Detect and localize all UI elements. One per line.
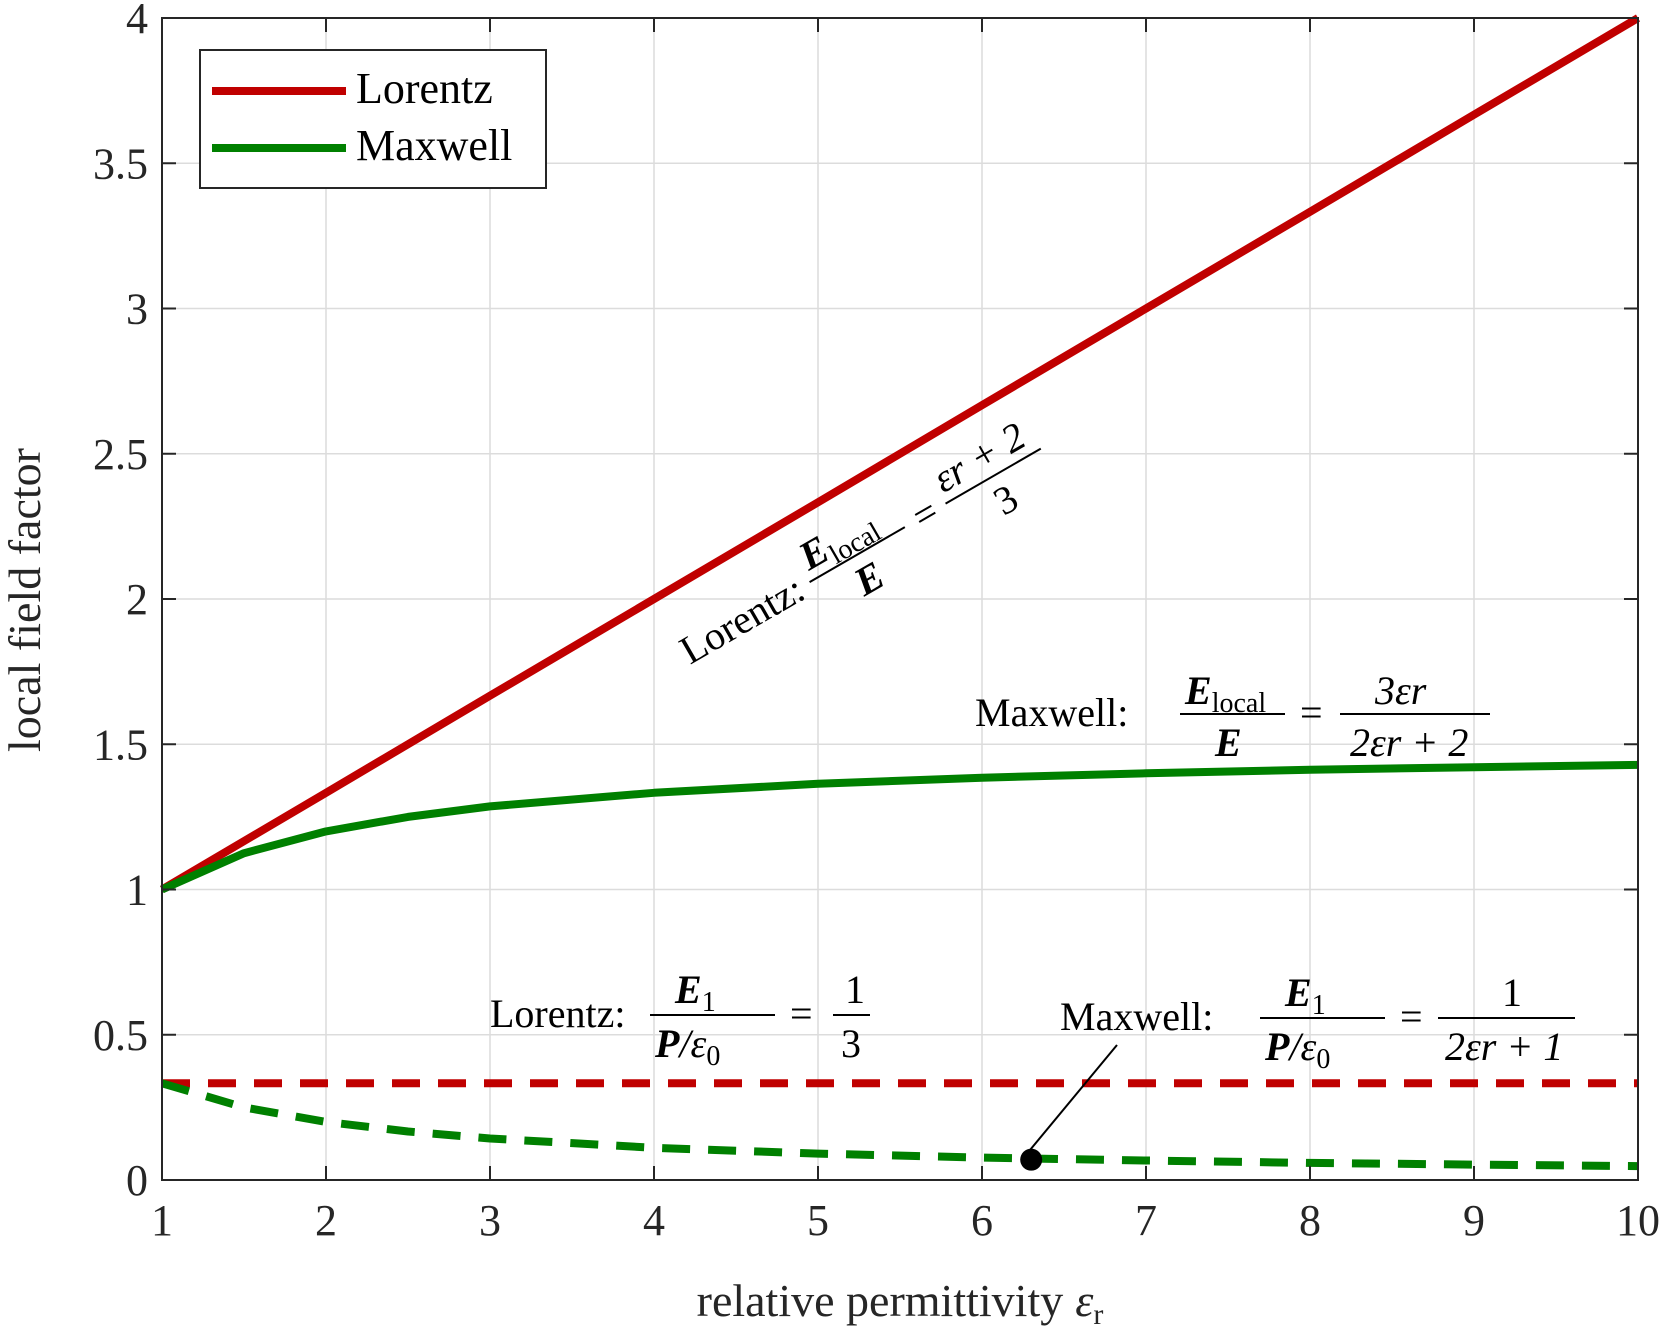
num-main: E [674, 967, 702, 1012]
den-sub: 0 [1316, 1044, 1330, 1075]
legend-label-maxwell: Maxwell [356, 121, 512, 170]
series-line-3 [160, 1079, 1639, 1171]
den-rest: /ε [677, 1021, 706, 1066]
annotation-maxwell-field-prefix: Maxwell: [1060, 994, 1213, 1039]
y-tick-label: 1.5 [93, 720, 148, 769]
den-main: P [654, 1021, 680, 1066]
den-main: P [1264, 1024, 1290, 1069]
y-tick-label: 0 [126, 1156, 148, 1205]
y-tick-label: 3.5 [93, 139, 148, 188]
equals-sign: = [790, 991, 813, 1036]
x-axis-title-text: relative permittivity [697, 1275, 1064, 1326]
annotation-maxwell-formula-den: E [1214, 720, 1242, 765]
x-tick-label: 5 [807, 1196, 829, 1245]
annotation-maxwell-field-rhs-num: 1 [1502, 970, 1522, 1015]
annotation-lorentz-field: Lorentz: E1 P/ε0 = 1 3 [490, 967, 870, 1072]
annotation-maxwell-formula-num: Elocal [1184, 668, 1266, 719]
annotation-maxwell-field-num: E1 [1284, 970, 1326, 1021]
x-tick-label: 6 [971, 1196, 993, 1245]
y-tick-label: 4 [126, 0, 148, 43]
x-tick-label: 3 [479, 1196, 501, 1245]
y-tick-label: 3 [126, 285, 148, 334]
equals-sign: = [904, 489, 946, 539]
annotation-maxwell-field-den: P/ε0 [1264, 1024, 1330, 1075]
annotation-lorentz-field-rhs-den: 3 [841, 1021, 861, 1066]
annotation-lorentz-field-rhs-num: 1 [845, 967, 865, 1012]
series-layer [159, 14, 1641, 1171]
fraction-bar [945, 447, 1042, 505]
x-tick-label: 10 [1616, 1196, 1660, 1245]
equals-sign: = [1400, 994, 1423, 1039]
series-line-0 [159, 14, 1641, 893]
annotation-pointer-line [1029, 1044, 1118, 1151]
y-tick-label: 2.5 [93, 430, 148, 479]
x-tick-label: 4 [643, 1196, 665, 1245]
annotation-lorentz-formula-rhs-den: 3 [986, 475, 1026, 524]
x-axis-title: relative permittivity εr [697, 1275, 1104, 1330]
den-sub: 0 [706, 1041, 720, 1072]
annotation-maxwell-field-rhs-den: 2εr + 1 [1445, 1024, 1563, 1069]
x-axis-symbol: ε [1075, 1275, 1094, 1326]
x-tick-label: 2 [315, 1196, 337, 1245]
annotation-lorentz-formula: Lorentz: Elocal E = εr + 2 3 [672, 413, 1042, 673]
num-main: E [1184, 668, 1212, 713]
y-axis-title: local field factor [0, 448, 50, 752]
y-tick-label: 0.5 [93, 1011, 148, 1060]
annotation-maxwell-formula-prefix: Maxwell: [975, 690, 1128, 735]
annotation-maxwell-field: Maxwell: E1 P/ε0 = 1 2εr + 1 [1060, 970, 1575, 1075]
annotation-marker-dot [1020, 1148, 1043, 1171]
series-line-1 [160, 760, 1639, 894]
num-main: E [1284, 970, 1312, 1015]
x-tick-label: 9 [1463, 1196, 1485, 1245]
annotation-maxwell-formula: Maxwell: Elocal E = 3εr 2εr + 2 [975, 668, 1490, 765]
annotation-lorentz-field-num: E1 [674, 967, 716, 1018]
x-tick-label: 1 [151, 1196, 173, 1245]
x-tick-label: 7 [1135, 1196, 1157, 1245]
annotation-maxwell-formula-rhs-num: 3εr [1374, 668, 1427, 713]
equals-sign: = [1300, 690, 1323, 735]
legend-box [199, 49, 547, 189]
legend: Lorentz Maxwell [199, 49, 547, 189]
den-rest: /ε [1287, 1024, 1316, 1069]
annotation-lorentz-field-den: P/ε0 [654, 1021, 720, 1072]
num-sub: 1 [702, 987, 716, 1018]
y-tick-label: 1 [126, 866, 148, 915]
fraction-bar [809, 526, 906, 583]
annotation-lorentz-field-prefix: Lorentz: [490, 991, 626, 1036]
y-tick-label: 2 [126, 575, 148, 624]
annotation-maxwell-formula-rhs-den: 2εr + 2 [1350, 720, 1468, 765]
legend-label-lorentz: Lorentz [356, 64, 493, 113]
x-axis-symbol-sub: r [1093, 1298, 1103, 1330]
num-sub: 1 [1312, 990, 1326, 1021]
annotation-lorentz-formula-prefix: Lorentz: [672, 566, 812, 673]
x-tick-label: 8 [1299, 1196, 1321, 1245]
